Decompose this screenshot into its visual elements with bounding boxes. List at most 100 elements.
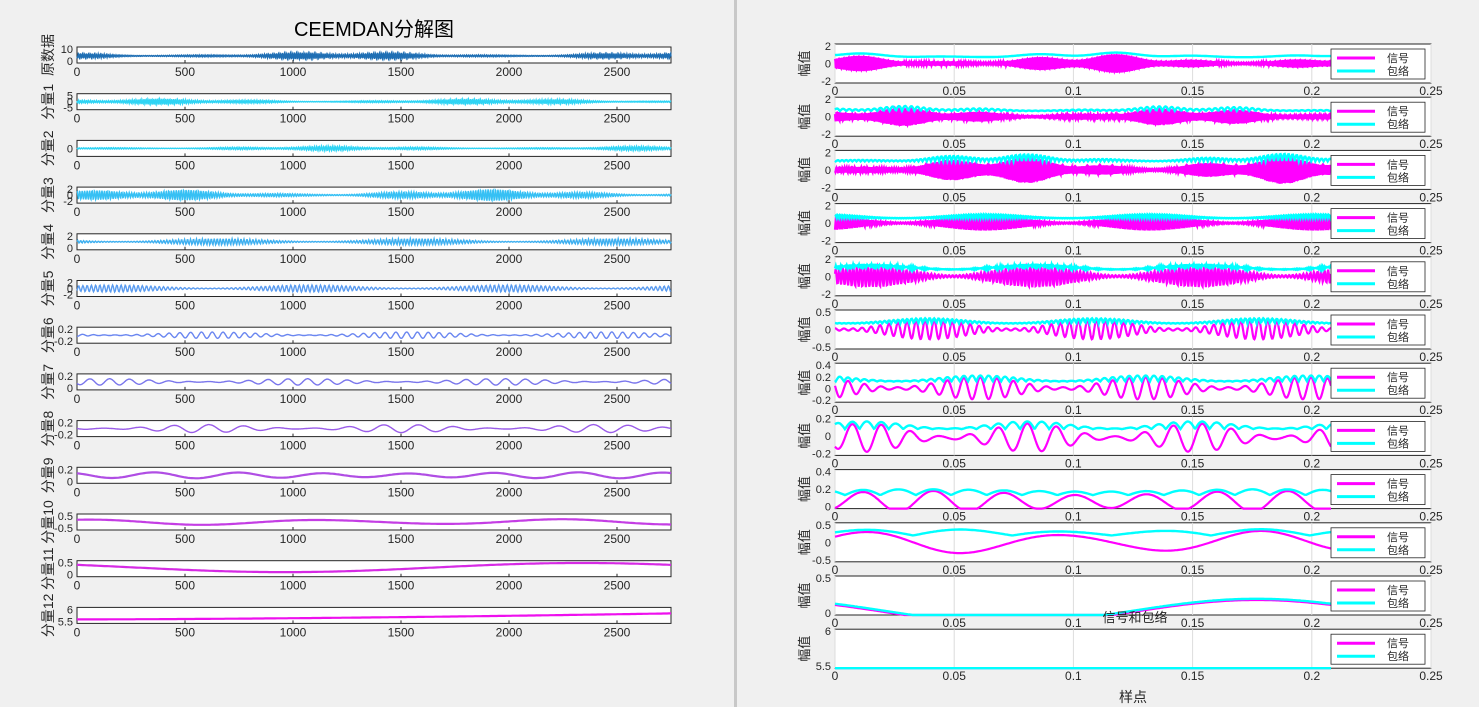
x-tick-label: 0.15 — [1181, 563, 1205, 577]
y-tick-label: 0 — [825, 537, 831, 549]
x-tick-label: 500 — [175, 112, 195, 126]
left-subplot-4: 0 500 1000 1500 2000 2500 20-2 分量3 — [40, 177, 672, 219]
x-tick-label: 0.05 — [943, 403, 967, 417]
x-tick-label: 2500 — [604, 345, 631, 359]
left-subplot-12: 0 500 1000 1500 2000 2500 0.50 分量11 — [40, 547, 672, 593]
x-tick-label: 2500 — [604, 579, 631, 593]
x-tick-label: 0 — [74, 299, 81, 313]
legend-envelope-label: 包络 — [1387, 330, 1409, 344]
x-tick-label: 0.15 — [1181, 456, 1205, 470]
x-tick-label: 0.05 — [943, 510, 967, 524]
x-tick-label: 2500 — [604, 65, 631, 79]
envelope-line — [834, 316, 1332, 329]
left-chart-title: CEEMDAN分解图 — [294, 18, 454, 41]
y-tick-label: 0.5 — [816, 307, 831, 319]
y-axis-label: 幅值 — [797, 316, 812, 342]
series-line — [77, 561, 672, 574]
x-tick-label: 0.1 — [1065, 563, 1082, 577]
x-tick-label: 0 — [832, 616, 839, 630]
y-axis-label: 原数据 — [40, 34, 56, 76]
series-line — [76, 283, 672, 294]
x-tick-label: 0 — [74, 252, 81, 266]
x-tick-label: 0.2 — [1303, 244, 1320, 258]
x-tick-label: 0.25 — [1419, 244, 1443, 258]
signal-line — [834, 155, 1333, 184]
x-tick-label: 1500 — [388, 579, 415, 593]
signal-line — [834, 529, 1332, 555]
x-tick-label: 0.1 — [1065, 350, 1082, 364]
x-tick-label: 0.15 — [1181, 190, 1205, 204]
x-tick-label: 500 — [175, 439, 195, 453]
x-tick-label: 0.2 — [1303, 403, 1320, 417]
envelope-line — [834, 374, 1333, 384]
legend-envelope-label: 包络 — [1387, 383, 1409, 397]
x-tick-label: 0.1 — [1065, 616, 1082, 630]
x-tick-label: 500 — [175, 299, 195, 313]
signal-line — [833, 376, 1333, 401]
left-subplot-5: 0 500 1000 1500 2000 2500 20 分量4 — [40, 224, 672, 266]
x-tick-label: 0 — [74, 485, 81, 499]
x-tick-label: 0.05 — [943, 456, 967, 470]
x-tick-label: 0 — [74, 439, 81, 453]
x-tick-label: 0.2 — [1303, 84, 1320, 98]
y-axis-label: 分量10 — [40, 500, 56, 544]
y-tick-label: 2 — [825, 254, 831, 266]
legend-signal-label: 信号 — [1387, 424, 1409, 437]
x-tick-label: 0 — [832, 563, 839, 577]
x-tick-label: 0.2 — [1303, 190, 1320, 204]
x-tick-label: 0.15 — [1181, 616, 1205, 630]
legend-signal-label: 信号 — [1387, 371, 1409, 384]
y-tick-label: 0.2 — [816, 372, 831, 384]
x-tick-label: 0.05 — [943, 563, 967, 577]
y-tick-label: 0 — [825, 608, 831, 620]
window-divider — [734, 0, 737, 707]
y-tick-label: 2 — [825, 94, 831, 106]
axes-box — [76, 326, 672, 344]
y-axis-label: 分量8 — [40, 410, 56, 446]
legend-envelope-label: 包络 — [1387, 64, 1409, 78]
x-tick-label: 0.1 — [1065, 297, 1082, 311]
signal-line — [833, 215, 1333, 231]
x-tick-label: 2500 — [604, 625, 631, 639]
envelope-line — [833, 259, 1333, 275]
y-tick-label: 5 — [67, 91, 73, 103]
y-tick-label: -0.2 — [812, 448, 831, 460]
x-tick-label: 1000 — [280, 112, 307, 126]
x-tick-label: 500 — [175, 158, 195, 172]
x-tick-label: 0 — [832, 244, 839, 258]
y-tick-label: 0 — [67, 284, 73, 296]
y-axis-label: 幅值 — [797, 636, 812, 662]
x-tick-label: 0.15 — [1181, 297, 1205, 311]
x-tick-label: 1500 — [388, 112, 415, 126]
y-tick-label: 0 — [825, 112, 831, 124]
legend-signal-label: 信号 — [1387, 212, 1409, 225]
x-tick-label: 0.25 — [1419, 403, 1443, 417]
envelope-line — [834, 104, 1332, 114]
x-tick-label: 1500 — [388, 392, 415, 406]
legend-envelope-label: 包络 — [1387, 277, 1409, 291]
y-axis-label: 幅值 — [797, 476, 812, 502]
y-tick-label: 0 — [67, 56, 73, 68]
x-tick-label: 0 — [832, 84, 839, 98]
x-tick-label: 0 — [74, 205, 81, 219]
y-tick-label: 0 — [825, 218, 831, 230]
x-tick-label: 2500 — [604, 112, 631, 126]
y-tick-label: 0.5 — [58, 558, 73, 570]
